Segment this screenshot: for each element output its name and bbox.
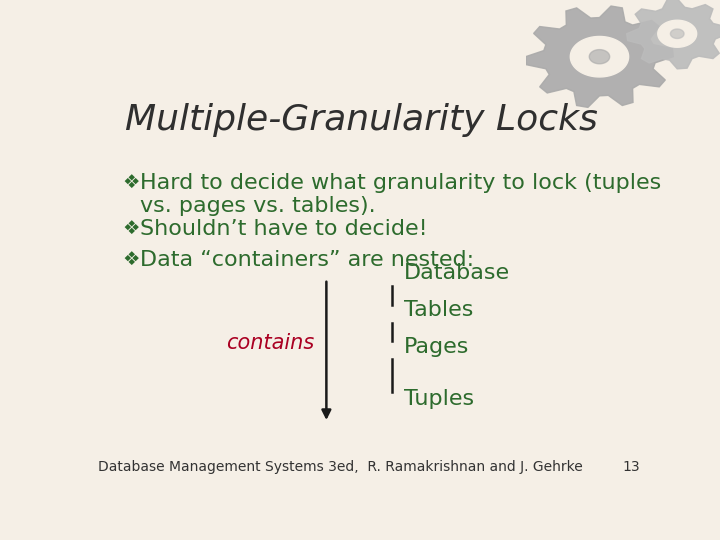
Text: Database: Database: [404, 264, 510, 284]
Polygon shape: [570, 37, 629, 77]
FancyArrowPatch shape: [323, 282, 330, 417]
Text: contains: contains: [227, 333, 315, 353]
Text: ❖: ❖: [122, 173, 140, 192]
Text: Tuples: Tuples: [404, 389, 474, 409]
Polygon shape: [658, 21, 697, 47]
Text: ❖: ❖: [122, 219, 140, 238]
Polygon shape: [626, 0, 720, 69]
Text: Pages: Pages: [404, 336, 469, 356]
Polygon shape: [589, 50, 610, 64]
Text: Data “containers” are nested:: Data “containers” are nested:: [140, 249, 474, 269]
Polygon shape: [526, 6, 673, 107]
Text: Multiple-Granularity Locks: Multiple-Granularity Locks: [125, 103, 598, 137]
Text: Tables: Tables: [404, 300, 473, 320]
Text: Hard to decide what granularity to lock (tuples
vs. pages vs. tables).: Hard to decide what granularity to lock …: [140, 173, 661, 216]
Text: Database Management Systems 3ed,  R. Ramakrishnan and J. Gehrke: Database Management Systems 3ed, R. Rama…: [98, 461, 582, 475]
Text: 13: 13: [623, 461, 640, 475]
Text: Shouldn’t have to decide!: Shouldn’t have to decide!: [140, 219, 427, 239]
Polygon shape: [670, 29, 684, 38]
Text: ❖: ❖: [122, 249, 140, 268]
